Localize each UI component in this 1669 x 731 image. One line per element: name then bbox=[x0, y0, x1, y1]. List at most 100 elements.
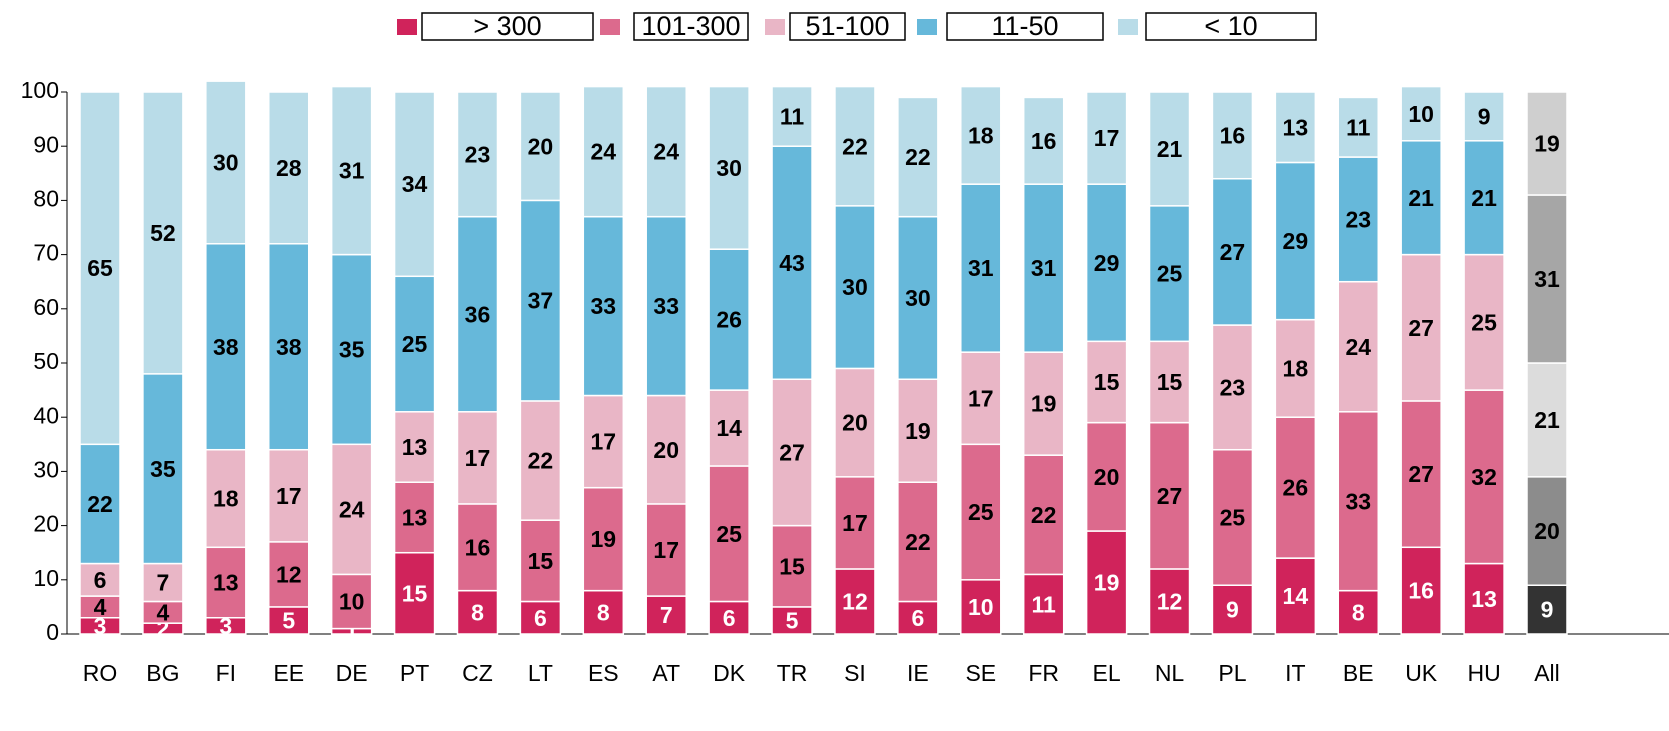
data-label: 32 bbox=[1471, 464, 1497, 490]
bar-segment bbox=[1022, 96, 1065, 185]
data-label: 29 bbox=[1094, 250, 1120, 276]
data-label: 11 bbox=[1346, 114, 1371, 140]
bar-segment bbox=[771, 606, 813, 635]
data-label: 22 bbox=[905, 144, 931, 170]
bar-segment bbox=[834, 568, 876, 635]
bar-segment bbox=[79, 443, 121, 565]
bar-segment bbox=[1337, 589, 1380, 635]
data-label: 17 bbox=[591, 429, 617, 455]
data-label: 35 bbox=[339, 337, 365, 363]
data-label: 10 bbox=[968, 594, 994, 620]
legend-label: 101-300 bbox=[641, 11, 740, 41]
data-label: 15 bbox=[528, 548, 554, 574]
data-label: 27 bbox=[1408, 315, 1434, 341]
data-label: 31 bbox=[1031, 255, 1057, 281]
bar-segment bbox=[519, 600, 562, 635]
legend-box bbox=[633, 12, 749, 41]
data-label: 6 bbox=[911, 605, 924, 631]
data-label: 17 bbox=[1094, 125, 1120, 151]
bar-segment bbox=[1274, 416, 1317, 559]
legend-label: > 300 bbox=[473, 11, 541, 41]
bar-segment bbox=[267, 91, 310, 245]
x-tick-label: AT bbox=[652, 660, 680, 686]
bar-segment bbox=[142, 91, 184, 375]
x-tick-label: HU bbox=[1467, 660, 1500, 686]
data-label: 30 bbox=[213, 150, 239, 176]
bar-segment bbox=[897, 378, 939, 483]
x-tick-label: BE bbox=[1343, 660, 1374, 686]
data-label: 25 bbox=[968, 499, 994, 525]
data-label: 28 bbox=[276, 155, 302, 181]
data-label: 29 bbox=[1283, 228, 1309, 254]
x-tick-label: RO bbox=[83, 660, 118, 686]
bar-segment bbox=[1463, 389, 1505, 565]
data-label: 17 bbox=[653, 537, 679, 563]
data-label: 31 bbox=[339, 158, 365, 184]
x-tick-label: EE bbox=[273, 660, 304, 686]
data-label: 22 bbox=[905, 529, 931, 555]
data-label: 33 bbox=[653, 293, 679, 319]
x-tick-label: FR bbox=[1028, 660, 1059, 686]
data-label: 20 bbox=[842, 410, 868, 436]
legend-box bbox=[1145, 12, 1317, 41]
bar-segment bbox=[960, 85, 1002, 185]
x-tick-label: BG bbox=[146, 660, 179, 686]
bar-segment bbox=[1463, 91, 1505, 142]
legend-swatch bbox=[397, 19, 417, 35]
bar-segment bbox=[1526, 476, 1568, 586]
legend-label: 51-100 bbox=[805, 11, 889, 41]
bar-segment bbox=[1400, 85, 1442, 142]
bar-segment bbox=[582, 85, 625, 218]
y-tick-label: 90 bbox=[33, 131, 59, 157]
x-tick-label: SI bbox=[844, 660, 866, 686]
legend-swatch bbox=[917, 19, 937, 35]
bar-segment bbox=[582, 215, 625, 397]
bar-segment bbox=[79, 91, 121, 446]
y-tick-label: 10 bbox=[33, 565, 59, 591]
bar-segment bbox=[708, 389, 750, 467]
bar-segment bbox=[205, 80, 247, 245]
data-label: 13 bbox=[1471, 586, 1497, 612]
legend-box bbox=[789, 12, 906, 41]
y-tick-label: 60 bbox=[33, 294, 59, 320]
data-label: 26 bbox=[1283, 475, 1309, 501]
data-label: 8 bbox=[1352, 599, 1365, 625]
x-tick-label: LT bbox=[528, 660, 553, 686]
bar-segment bbox=[1337, 96, 1380, 158]
data-label: 22 bbox=[1031, 502, 1057, 528]
data-label: 36 bbox=[465, 301, 491, 327]
data-label: 43 bbox=[779, 250, 805, 276]
bar-segment bbox=[267, 448, 310, 543]
bar-segment bbox=[834, 205, 876, 370]
x-tick-label: NL bbox=[1155, 660, 1185, 686]
bar-segment bbox=[771, 524, 813, 608]
x-tick-label: FI bbox=[216, 660, 236, 686]
bar-segment bbox=[456, 503, 499, 592]
bar-segment bbox=[1400, 400, 1442, 549]
data-label: 13 bbox=[1283, 114, 1309, 140]
x-tick-label: DK bbox=[713, 660, 746, 686]
bar-segment bbox=[267, 606, 310, 635]
x-tick-label: CZ bbox=[462, 660, 493, 686]
data-label: 38 bbox=[276, 334, 302, 360]
bar-segment bbox=[1400, 140, 1442, 256]
bar-segment bbox=[708, 85, 750, 250]
data-label: 8 bbox=[597, 599, 610, 625]
bar-segment bbox=[1022, 183, 1065, 353]
data-label: 13 bbox=[402, 505, 428, 531]
data-label: 15 bbox=[1157, 369, 1183, 395]
legend-box bbox=[421, 12, 594, 41]
bar-segment bbox=[834, 367, 876, 478]
x-tick-label: ES bbox=[588, 660, 619, 686]
data-label: 65 bbox=[87, 255, 113, 281]
data-label: 37 bbox=[528, 288, 554, 314]
legend-swatch bbox=[1118, 19, 1138, 35]
data-label: 5 bbox=[282, 608, 295, 634]
bar-segment bbox=[1526, 91, 1568, 196]
bar-segment bbox=[330, 443, 373, 576]
data-label: 14 bbox=[716, 415, 742, 441]
data-label: 30 bbox=[842, 274, 868, 300]
data-label: 19 bbox=[1534, 131, 1560, 157]
bar-segment bbox=[1022, 573, 1065, 635]
